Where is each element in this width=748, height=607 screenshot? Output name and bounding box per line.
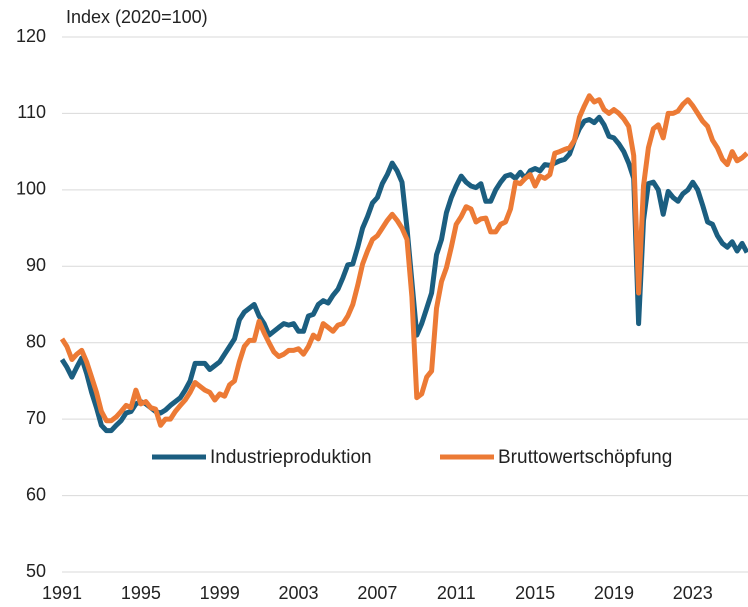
y-tick-label: 60 [26, 484, 46, 504]
y-tick-label: 120 [16, 26, 46, 46]
x-tick-label: 2023 [673, 583, 713, 603]
y-tick-label: 50 [26, 561, 46, 581]
series-line [59, 93, 748, 428]
x-tick-label: 2015 [515, 583, 555, 603]
x-tick-label: 1991 [42, 583, 82, 603]
x-tick-label: 1995 [121, 583, 161, 603]
y-tick-label: 70 [26, 408, 46, 428]
x-tick-label: 1999 [200, 583, 240, 603]
y-tick-label: 110 [17, 102, 46, 122]
x-tick-label: 2011 [437, 583, 476, 603]
x-tick-label: 2019 [594, 583, 634, 603]
y-tick-label: 80 [26, 331, 46, 351]
y-tick-label: 90 [26, 255, 46, 275]
x-tick-label: 2007 [357, 583, 397, 603]
y-axis-label: Index (2020=100) [66, 7, 208, 27]
legend-label: Industrieproduktion [210, 447, 372, 468]
y-tick-label: 100 [16, 179, 46, 199]
x-tick-label: 2003 [279, 583, 319, 603]
legend-label: Bruttowertschöpfung [498, 447, 672, 468]
